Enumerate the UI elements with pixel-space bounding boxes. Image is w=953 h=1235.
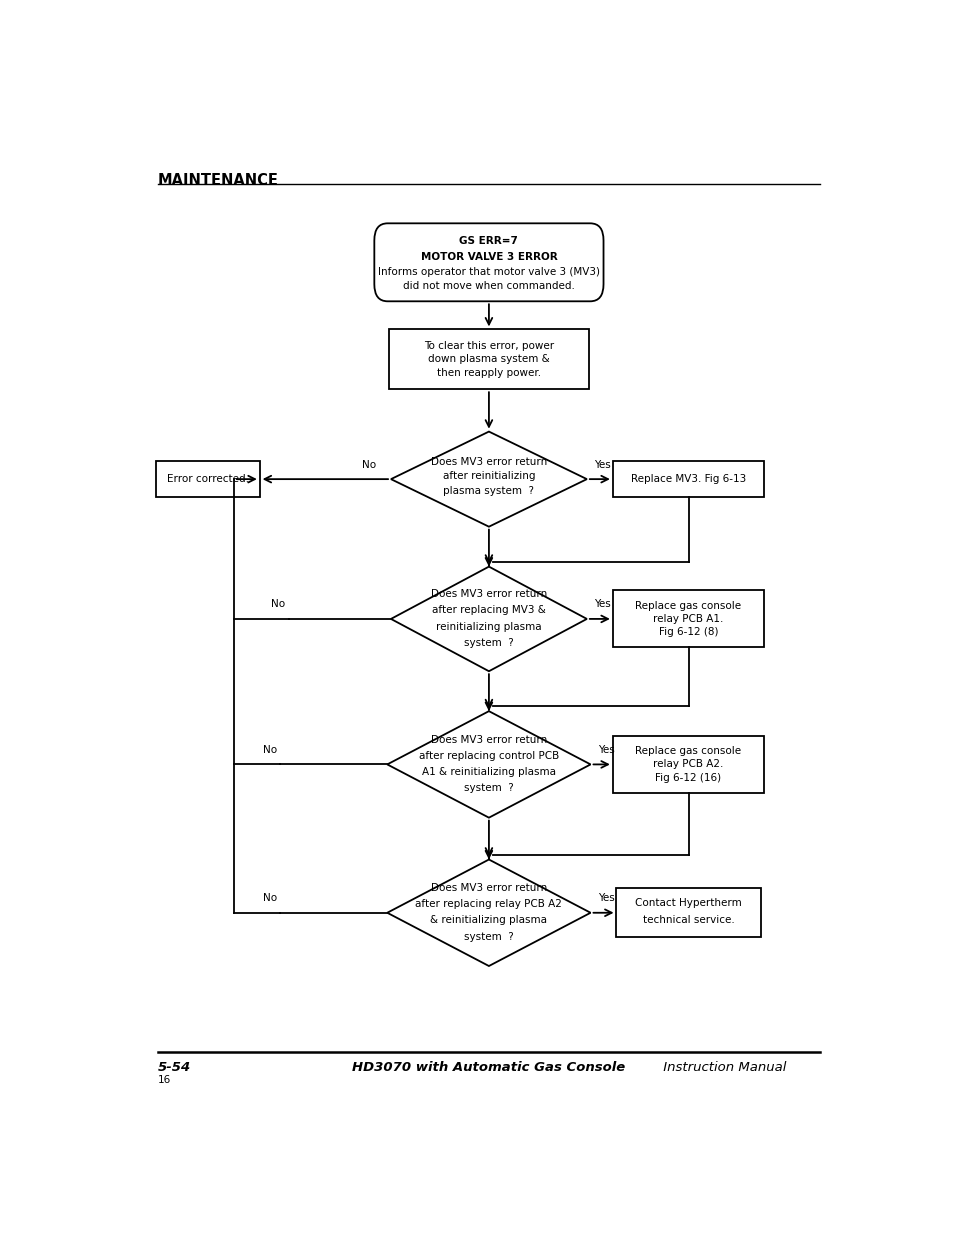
Text: MAINTENANCE: MAINTENANCE: [157, 173, 278, 188]
Text: Contact Hypertherm: Contact Hypertherm: [635, 898, 741, 908]
Text: then reapply power.: then reapply power.: [436, 368, 540, 378]
Text: Error corrected.: Error corrected.: [167, 474, 249, 484]
Text: after replacing relay PCB A2: after replacing relay PCB A2: [416, 899, 561, 909]
Bar: [156, 461, 259, 498]
Polygon shape: [387, 711, 590, 818]
Text: 16: 16: [157, 1076, 171, 1086]
Text: Does MV3 error return: Does MV3 error return: [431, 883, 546, 893]
Text: Yes: Yes: [594, 459, 610, 469]
Text: Does MV3 error return: Does MV3 error return: [431, 589, 546, 599]
Text: 5-54: 5-54: [157, 1061, 191, 1074]
Text: & reinitializing plasma: & reinitializing plasma: [430, 915, 547, 925]
Text: No: No: [262, 745, 276, 755]
Text: system  ?: system ?: [463, 637, 514, 647]
Polygon shape: [391, 567, 586, 672]
Text: technical service.: technical service.: [642, 915, 734, 925]
Text: after replacing MV3 &: after replacing MV3 &: [432, 605, 545, 615]
Text: down plasma system &: down plasma system &: [428, 354, 549, 364]
Text: Replace gas console: Replace gas console: [635, 746, 740, 756]
Bar: [389, 330, 588, 389]
Text: Does MV3 error return: Does MV3 error return: [431, 735, 546, 745]
Text: after reinitializing: after reinitializing: [442, 472, 535, 482]
Text: HD3070 with Automatic Gas Console: HD3070 with Automatic Gas Console: [352, 1061, 625, 1074]
Text: relay PCB A2.: relay PCB A2.: [653, 760, 723, 769]
Text: Instruction Manual: Instruction Manual: [659, 1061, 785, 1074]
Bar: [612, 736, 763, 793]
Text: MOTOR VALVE 3 ERROR: MOTOR VALVE 3 ERROR: [420, 252, 557, 262]
Text: No: No: [262, 893, 276, 903]
Text: reinitializing plasma: reinitializing plasma: [436, 621, 541, 631]
Text: Fig 6-12 (8): Fig 6-12 (8): [659, 627, 718, 637]
Bar: [612, 461, 763, 498]
Text: Replace gas console: Replace gas console: [635, 600, 740, 610]
Text: Yes: Yes: [594, 599, 610, 609]
Text: plasma system  ?: plasma system ?: [443, 487, 534, 496]
Text: Replace MV3. Fig 6-13: Replace MV3. Fig 6-13: [630, 474, 745, 484]
Text: Yes: Yes: [598, 893, 614, 903]
Text: To clear this error, power: To clear this error, power: [423, 341, 554, 351]
Text: system  ?: system ?: [463, 783, 514, 793]
Text: after replacing control PCB: after replacing control PCB: [418, 751, 558, 761]
Text: No: No: [272, 599, 285, 609]
Text: system  ?: system ?: [463, 931, 514, 941]
Text: relay PCB A1.: relay PCB A1.: [653, 614, 723, 624]
Text: A1 & reinitializing plasma: A1 & reinitializing plasma: [421, 767, 556, 777]
Text: Does MV3 error return: Does MV3 error return: [431, 457, 546, 467]
Bar: [612, 590, 763, 647]
Polygon shape: [391, 431, 586, 526]
Text: did not move when commanded.: did not move when commanded.: [402, 282, 575, 291]
Text: GS ERR=7: GS ERR=7: [459, 236, 517, 247]
Polygon shape: [387, 860, 590, 966]
Text: Informs operator that motor valve 3 (MV3): Informs operator that motor valve 3 (MV3…: [377, 267, 599, 277]
Text: Yes: Yes: [598, 745, 614, 755]
Bar: [616, 888, 760, 937]
Text: No: No: [362, 459, 375, 469]
FancyBboxPatch shape: [374, 224, 603, 301]
Text: Fig 6-12 (16): Fig 6-12 (16): [655, 773, 720, 783]
